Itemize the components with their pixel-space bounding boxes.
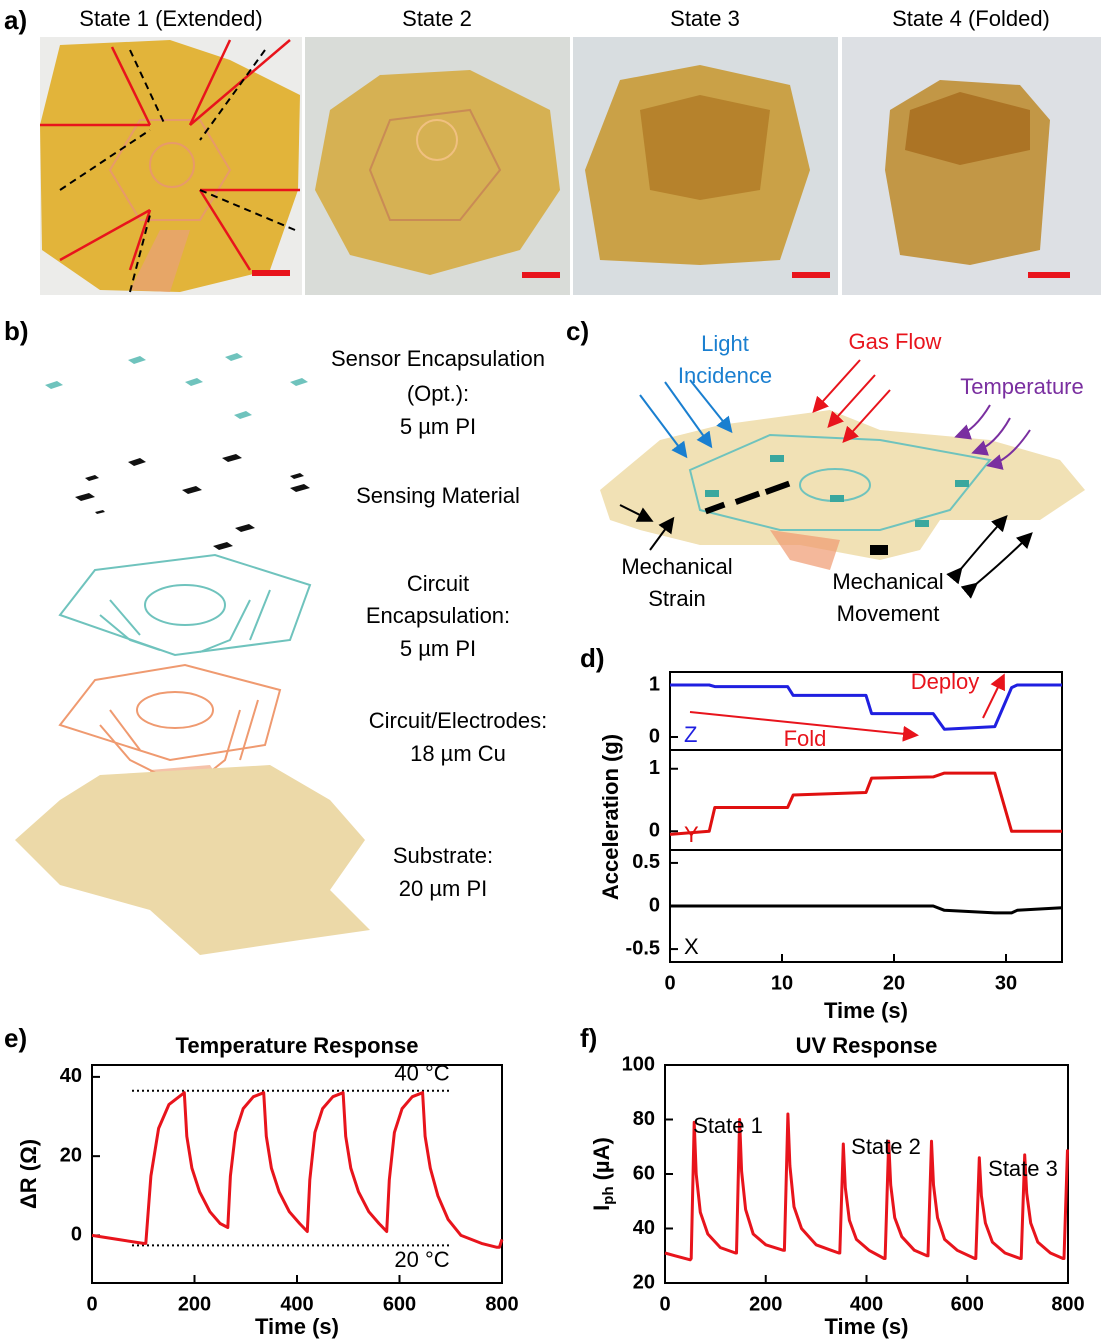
y-tick-label: -0.5 bbox=[626, 937, 660, 959]
panel-label: a) bbox=[4, 5, 27, 35]
layer-label: Substrate: bbox=[393, 843, 493, 868]
sensing-pads bbox=[75, 454, 310, 550]
stimulus-label: Mechanical bbox=[832, 569, 943, 594]
data-line bbox=[670, 685, 1062, 729]
layer-label: 5 µm PI bbox=[400, 414, 476, 439]
reference-label: 40 °C bbox=[394, 1061, 449, 1086]
x-tick-label: 20 bbox=[883, 972, 905, 994]
encapsulation-pads bbox=[45, 353, 308, 419]
layer-label: Circuit/Electrodes: bbox=[369, 708, 548, 733]
panel-label: b) bbox=[4, 316, 29, 346]
state-label: State 2 bbox=[402, 6, 472, 31]
chart-title: Temperature Response bbox=[176, 1033, 419, 1058]
figure: a) b) c) d) e) f) State 1 (Extended) Sta… bbox=[0, 0, 1101, 1341]
series-label: Z bbox=[684, 722, 697, 747]
sensing-diagram: Light Incidence Gas Flow Temperature Mec… bbox=[600, 329, 1085, 626]
y-tick-label: 0.5 bbox=[632, 851, 660, 873]
y-axis-label-part: (µA) bbox=[589, 1137, 614, 1180]
series-label: Y bbox=[684, 822, 699, 847]
y-tick-label: 20 bbox=[60, 1144, 82, 1166]
panel-label: d) bbox=[580, 643, 605, 673]
y-tick-label: 40 bbox=[633, 1217, 655, 1239]
circuit-encapsulation bbox=[60, 555, 310, 655]
y-tick-label: 40 bbox=[60, 1065, 82, 1087]
layer-label: Sensor Encapsulation bbox=[331, 346, 545, 371]
x-tick-label: 200 bbox=[178, 1293, 211, 1315]
data-line bbox=[92, 1093, 502, 1248]
y-tick-label: 1 bbox=[649, 673, 660, 695]
reference-label: 20 °C bbox=[394, 1247, 449, 1272]
x-tick-label: 200 bbox=[749, 1293, 782, 1315]
x-tick-label: 600 bbox=[951, 1293, 984, 1315]
substrate bbox=[15, 765, 370, 955]
plot-frame bbox=[670, 672, 1062, 750]
state-label: State 3 bbox=[670, 6, 740, 31]
x-tick-label: 30 bbox=[995, 972, 1017, 994]
x-axis-label: Time (s) bbox=[825, 1314, 909, 1339]
circuit-electrodes bbox=[60, 665, 280, 780]
stimulus-label: Gas Flow bbox=[849, 329, 942, 354]
x-tick-label: 10 bbox=[771, 972, 793, 994]
stimulus-label: Strain bbox=[648, 586, 705, 611]
photo-content bbox=[40, 40, 300, 292]
y-tick-label: 0 bbox=[649, 820, 660, 842]
series-label: X bbox=[684, 934, 699, 959]
layer-label: Circuit bbox=[407, 571, 469, 596]
x-axis-label: Time (s) bbox=[255, 1314, 339, 1339]
stimulus-label: Movement bbox=[837, 601, 940, 626]
panel-label: f) bbox=[580, 1023, 597, 1053]
y-tick-label: 80 bbox=[633, 1108, 655, 1130]
x-tick-label: 400 bbox=[280, 1293, 313, 1315]
x-axis-label: Time (s) bbox=[824, 998, 908, 1023]
panel-label: c) bbox=[566, 316, 589, 346]
state-label: State 4 (Folded) bbox=[892, 6, 1050, 31]
y-axis-label: ΔR (Ω) bbox=[16, 1139, 41, 1209]
layer-diagram: Sensor Encapsulation (Opt.): 5 µm PI Sen… bbox=[15, 346, 547, 955]
layer-label: Encapsulation: bbox=[366, 603, 510, 628]
stimulus-label: Mechanical bbox=[621, 554, 732, 579]
layer-label: (Opt.): bbox=[407, 381, 469, 406]
x-tick-label: 400 bbox=[850, 1293, 883, 1315]
x-tick-label: 800 bbox=[485, 1293, 518, 1315]
y-axis-label-part: ph bbox=[600, 1186, 617, 1204]
stimulus-label: Temperature bbox=[960, 374, 1084, 399]
x-tick-label: 800 bbox=[1051, 1293, 1084, 1315]
x-tick-label: 0 bbox=[659, 1293, 670, 1315]
panel-label: e) bbox=[4, 1023, 27, 1053]
y-tick-label: 0 bbox=[649, 894, 660, 916]
layer-label: 18 µm Cu bbox=[410, 741, 506, 766]
annotation: State 1 bbox=[693, 1113, 763, 1138]
state-label: State 1 (Extended) bbox=[79, 6, 262, 31]
data-line bbox=[670, 773, 1062, 834]
annotation: State 3 bbox=[988, 1156, 1058, 1181]
x-tick-label: 0 bbox=[86, 1293, 97, 1315]
annotation: State 2 bbox=[851, 1134, 921, 1159]
annotation: Deploy bbox=[911, 669, 979, 694]
photo-panel: State 1 (Extended) State 2 State 3 State… bbox=[40, 6, 1101, 295]
layer-label: 5 µm PI bbox=[400, 636, 476, 661]
y-tick-label: 0 bbox=[71, 1224, 82, 1246]
y-axis-label: Iph(µA) bbox=[589, 1137, 617, 1211]
y-tick-label: 0 bbox=[649, 725, 660, 747]
annotation: Fold bbox=[784, 726, 827, 751]
y-axis-label: Acceleration (g) bbox=[598, 734, 623, 900]
y-tick-label: 100 bbox=[622, 1053, 655, 1075]
x-tick-label: 600 bbox=[383, 1293, 416, 1315]
layer-label: Sensing Material bbox=[356, 483, 520, 508]
x-tick-label: 0 bbox=[664, 972, 675, 994]
y-tick-label: 1 bbox=[649, 757, 660, 779]
stimulus-label: Incidence bbox=[678, 363, 772, 388]
y-tick-label: 20 bbox=[633, 1271, 655, 1293]
stimulus-label: Light bbox=[701, 331, 749, 356]
data-line bbox=[670, 906, 1062, 913]
y-tick-label: 60 bbox=[633, 1162, 655, 1184]
layer-label: 20 µm PI bbox=[399, 876, 487, 901]
chart-title: UV Response bbox=[796, 1033, 938, 1058]
